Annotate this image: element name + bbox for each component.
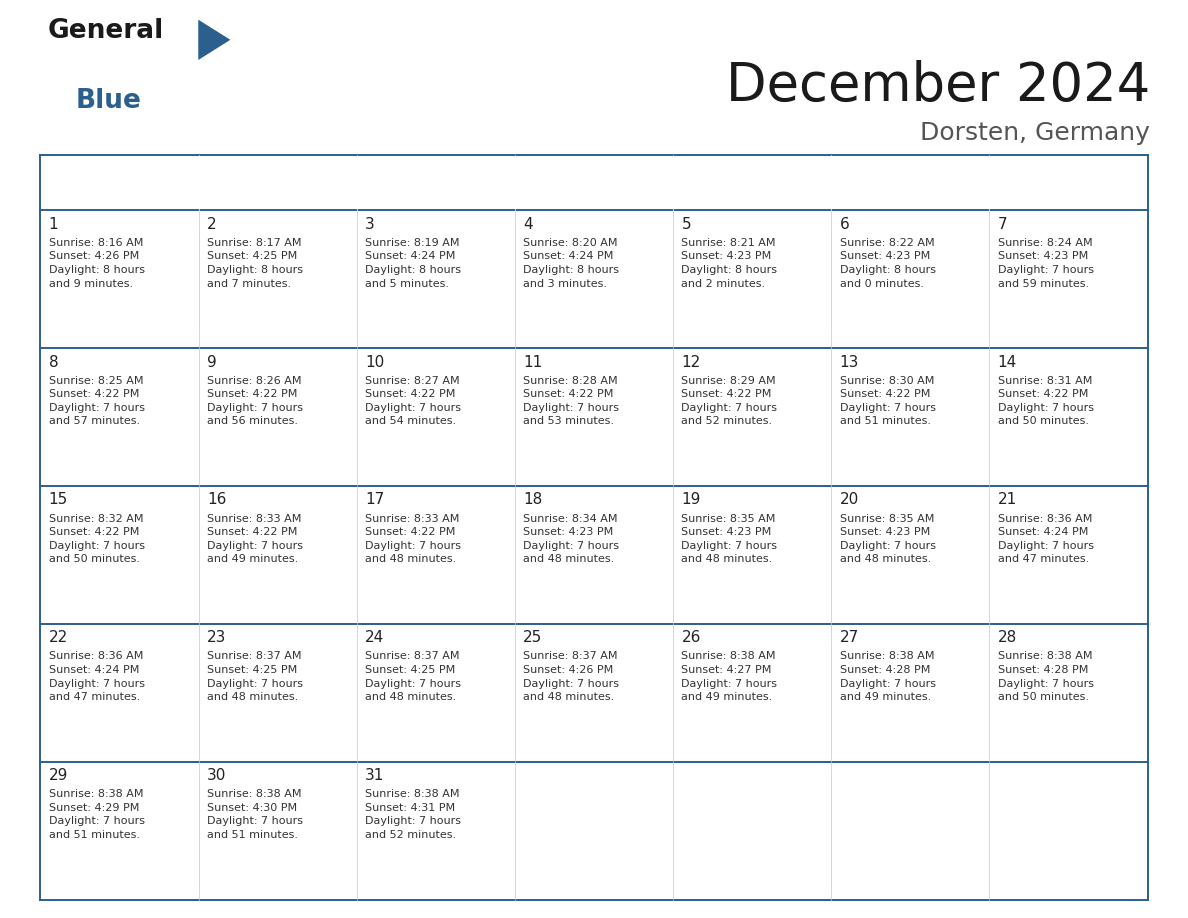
Text: 30: 30 — [207, 768, 226, 783]
Text: General: General — [48, 17, 164, 43]
Text: Sunrise: 8:38 AM
Sunset: 4:27 PM
Daylight: 7 hours
and 49 minutes.: Sunrise: 8:38 AM Sunset: 4:27 PM Dayligh… — [682, 652, 777, 702]
Text: 11: 11 — [523, 354, 543, 370]
Text: Sunrise: 8:37 AM
Sunset: 4:26 PM
Daylight: 7 hours
and 48 minutes.: Sunrise: 8:37 AM Sunset: 4:26 PM Dayligh… — [523, 652, 619, 702]
Text: Blue: Blue — [75, 88, 141, 114]
Text: 7: 7 — [998, 217, 1007, 231]
Text: Sunrise: 8:17 AM
Sunset: 4:25 PM
Daylight: 8 hours
and 7 minutes.: Sunrise: 8:17 AM Sunset: 4:25 PM Dayligh… — [207, 238, 303, 288]
Text: Sunrise: 8:38 AM
Sunset: 4:28 PM
Daylight: 7 hours
and 49 minutes.: Sunrise: 8:38 AM Sunset: 4:28 PM Dayligh… — [840, 652, 936, 702]
Text: Friday: Friday — [841, 175, 893, 190]
Text: 26: 26 — [682, 631, 701, 645]
Text: 14: 14 — [998, 354, 1017, 370]
Text: 23: 23 — [207, 631, 226, 645]
Text: December 2024: December 2024 — [726, 60, 1150, 112]
Text: Sunrise: 8:28 AM
Sunset: 4:22 PM
Daylight: 7 hours
and 53 minutes.: Sunrise: 8:28 AM Sunset: 4:22 PM Dayligh… — [523, 375, 619, 427]
Text: 3: 3 — [365, 217, 374, 231]
Text: Sunrise: 8:36 AM
Sunset: 4:24 PM
Daylight: 7 hours
and 47 minutes.: Sunrise: 8:36 AM Sunset: 4:24 PM Dayligh… — [49, 652, 145, 702]
Text: Sunrise: 8:36 AM
Sunset: 4:24 PM
Daylight: 7 hours
and 47 minutes.: Sunrise: 8:36 AM Sunset: 4:24 PM Dayligh… — [998, 513, 1094, 565]
Text: Sunrise: 8:32 AM
Sunset: 4:22 PM
Daylight: 7 hours
and 50 minutes.: Sunrise: 8:32 AM Sunset: 4:22 PM Dayligh… — [49, 513, 145, 565]
Text: 17: 17 — [365, 492, 384, 508]
Text: 31: 31 — [365, 768, 385, 783]
Text: Sunrise: 8:16 AM
Sunset: 4:26 PM
Daylight: 8 hours
and 9 minutes.: Sunrise: 8:16 AM Sunset: 4:26 PM Dayligh… — [49, 238, 145, 288]
Text: 16: 16 — [207, 492, 226, 508]
Text: Sunrise: 8:38 AM
Sunset: 4:28 PM
Daylight: 7 hours
and 50 minutes.: Sunrise: 8:38 AM Sunset: 4:28 PM Dayligh… — [998, 652, 1094, 702]
Text: 8: 8 — [49, 354, 58, 370]
Text: 10: 10 — [365, 354, 384, 370]
Text: Sunrise: 8:38 AM
Sunset: 4:31 PM
Daylight: 7 hours
and 52 minutes.: Sunrise: 8:38 AM Sunset: 4:31 PM Dayligh… — [365, 789, 461, 840]
Text: 21: 21 — [998, 492, 1017, 508]
Text: Sunrise: 8:21 AM
Sunset: 4:23 PM
Daylight: 8 hours
and 2 minutes.: Sunrise: 8:21 AM Sunset: 4:23 PM Dayligh… — [682, 238, 777, 288]
Polygon shape — [198, 19, 230, 60]
Text: Saturday: Saturday — [999, 175, 1076, 190]
Text: Sunday: Sunday — [50, 175, 113, 190]
Text: Dorsten, Germany: Dorsten, Germany — [921, 121, 1150, 145]
Text: 18: 18 — [523, 492, 543, 508]
Text: 20: 20 — [840, 492, 859, 508]
Text: 4: 4 — [523, 217, 533, 231]
Text: 5: 5 — [682, 217, 691, 231]
Text: 29: 29 — [49, 768, 68, 783]
Text: Sunrise: 8:31 AM
Sunset: 4:22 PM
Daylight: 7 hours
and 50 minutes.: Sunrise: 8:31 AM Sunset: 4:22 PM Dayligh… — [998, 375, 1094, 427]
Text: Sunrise: 8:37 AM
Sunset: 4:25 PM
Daylight: 7 hours
and 48 minutes.: Sunrise: 8:37 AM Sunset: 4:25 PM Dayligh… — [207, 652, 303, 702]
Text: Wednesday: Wednesday — [524, 175, 623, 190]
Text: 1: 1 — [49, 217, 58, 231]
Text: 6: 6 — [840, 217, 849, 231]
Text: 28: 28 — [998, 631, 1017, 645]
Text: 25: 25 — [523, 631, 543, 645]
Text: Sunrise: 8:24 AM
Sunset: 4:23 PM
Daylight: 7 hours
and 59 minutes.: Sunrise: 8:24 AM Sunset: 4:23 PM Dayligh… — [998, 238, 1094, 288]
Text: Sunrise: 8:20 AM
Sunset: 4:24 PM
Daylight: 8 hours
and 3 minutes.: Sunrise: 8:20 AM Sunset: 4:24 PM Dayligh… — [523, 238, 619, 288]
Text: 13: 13 — [840, 354, 859, 370]
Text: 9: 9 — [207, 354, 216, 370]
Text: 19: 19 — [682, 492, 701, 508]
Text: Sunrise: 8:29 AM
Sunset: 4:22 PM
Daylight: 7 hours
and 52 minutes.: Sunrise: 8:29 AM Sunset: 4:22 PM Dayligh… — [682, 375, 777, 427]
Text: Monday: Monday — [208, 175, 276, 190]
Text: Thursday: Thursday — [683, 175, 762, 190]
Text: Sunrise: 8:35 AM
Sunset: 4:23 PM
Daylight: 7 hours
and 48 minutes.: Sunrise: 8:35 AM Sunset: 4:23 PM Dayligh… — [840, 513, 936, 565]
Text: Sunrise: 8:30 AM
Sunset: 4:22 PM
Daylight: 7 hours
and 51 minutes.: Sunrise: 8:30 AM Sunset: 4:22 PM Dayligh… — [840, 375, 936, 427]
Text: Sunrise: 8:27 AM
Sunset: 4:22 PM
Daylight: 7 hours
and 54 minutes.: Sunrise: 8:27 AM Sunset: 4:22 PM Dayligh… — [365, 375, 461, 427]
Text: 24: 24 — [365, 631, 384, 645]
Text: Sunrise: 8:25 AM
Sunset: 4:22 PM
Daylight: 7 hours
and 57 minutes.: Sunrise: 8:25 AM Sunset: 4:22 PM Dayligh… — [49, 375, 145, 427]
Text: Sunrise: 8:38 AM
Sunset: 4:30 PM
Daylight: 7 hours
and 51 minutes.: Sunrise: 8:38 AM Sunset: 4:30 PM Dayligh… — [207, 789, 303, 840]
Text: Sunrise: 8:34 AM
Sunset: 4:23 PM
Daylight: 7 hours
and 48 minutes.: Sunrise: 8:34 AM Sunset: 4:23 PM Dayligh… — [523, 513, 619, 565]
Text: Sunrise: 8:19 AM
Sunset: 4:24 PM
Daylight: 8 hours
and 5 minutes.: Sunrise: 8:19 AM Sunset: 4:24 PM Dayligh… — [365, 238, 461, 288]
Text: Sunrise: 8:33 AM
Sunset: 4:22 PM
Daylight: 7 hours
and 48 minutes.: Sunrise: 8:33 AM Sunset: 4:22 PM Dayligh… — [365, 513, 461, 565]
Text: 12: 12 — [682, 354, 701, 370]
Text: Sunrise: 8:33 AM
Sunset: 4:22 PM
Daylight: 7 hours
and 49 minutes.: Sunrise: 8:33 AM Sunset: 4:22 PM Dayligh… — [207, 513, 303, 565]
Text: 15: 15 — [49, 492, 68, 508]
Text: 27: 27 — [840, 631, 859, 645]
Text: Sunrise: 8:26 AM
Sunset: 4:22 PM
Daylight: 7 hours
and 56 minutes.: Sunrise: 8:26 AM Sunset: 4:22 PM Dayligh… — [207, 375, 303, 427]
Text: Tuesday: Tuesday — [366, 175, 436, 190]
Text: Sunrise: 8:37 AM
Sunset: 4:25 PM
Daylight: 7 hours
and 48 minutes.: Sunrise: 8:37 AM Sunset: 4:25 PM Dayligh… — [365, 652, 461, 702]
Text: Sunrise: 8:35 AM
Sunset: 4:23 PM
Daylight: 7 hours
and 48 minutes.: Sunrise: 8:35 AM Sunset: 4:23 PM Dayligh… — [682, 513, 777, 565]
Text: Sunrise: 8:22 AM
Sunset: 4:23 PM
Daylight: 8 hours
and 0 minutes.: Sunrise: 8:22 AM Sunset: 4:23 PM Dayligh… — [840, 238, 936, 288]
Text: 22: 22 — [49, 631, 68, 645]
Text: Sunrise: 8:38 AM
Sunset: 4:29 PM
Daylight: 7 hours
and 51 minutes.: Sunrise: 8:38 AM Sunset: 4:29 PM Dayligh… — [49, 789, 145, 840]
Text: 2: 2 — [207, 217, 216, 231]
